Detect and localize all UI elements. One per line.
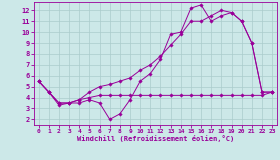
X-axis label: Windchill (Refroidissement éolien,°C): Windchill (Refroidissement éolien,°C) [77,135,234,142]
